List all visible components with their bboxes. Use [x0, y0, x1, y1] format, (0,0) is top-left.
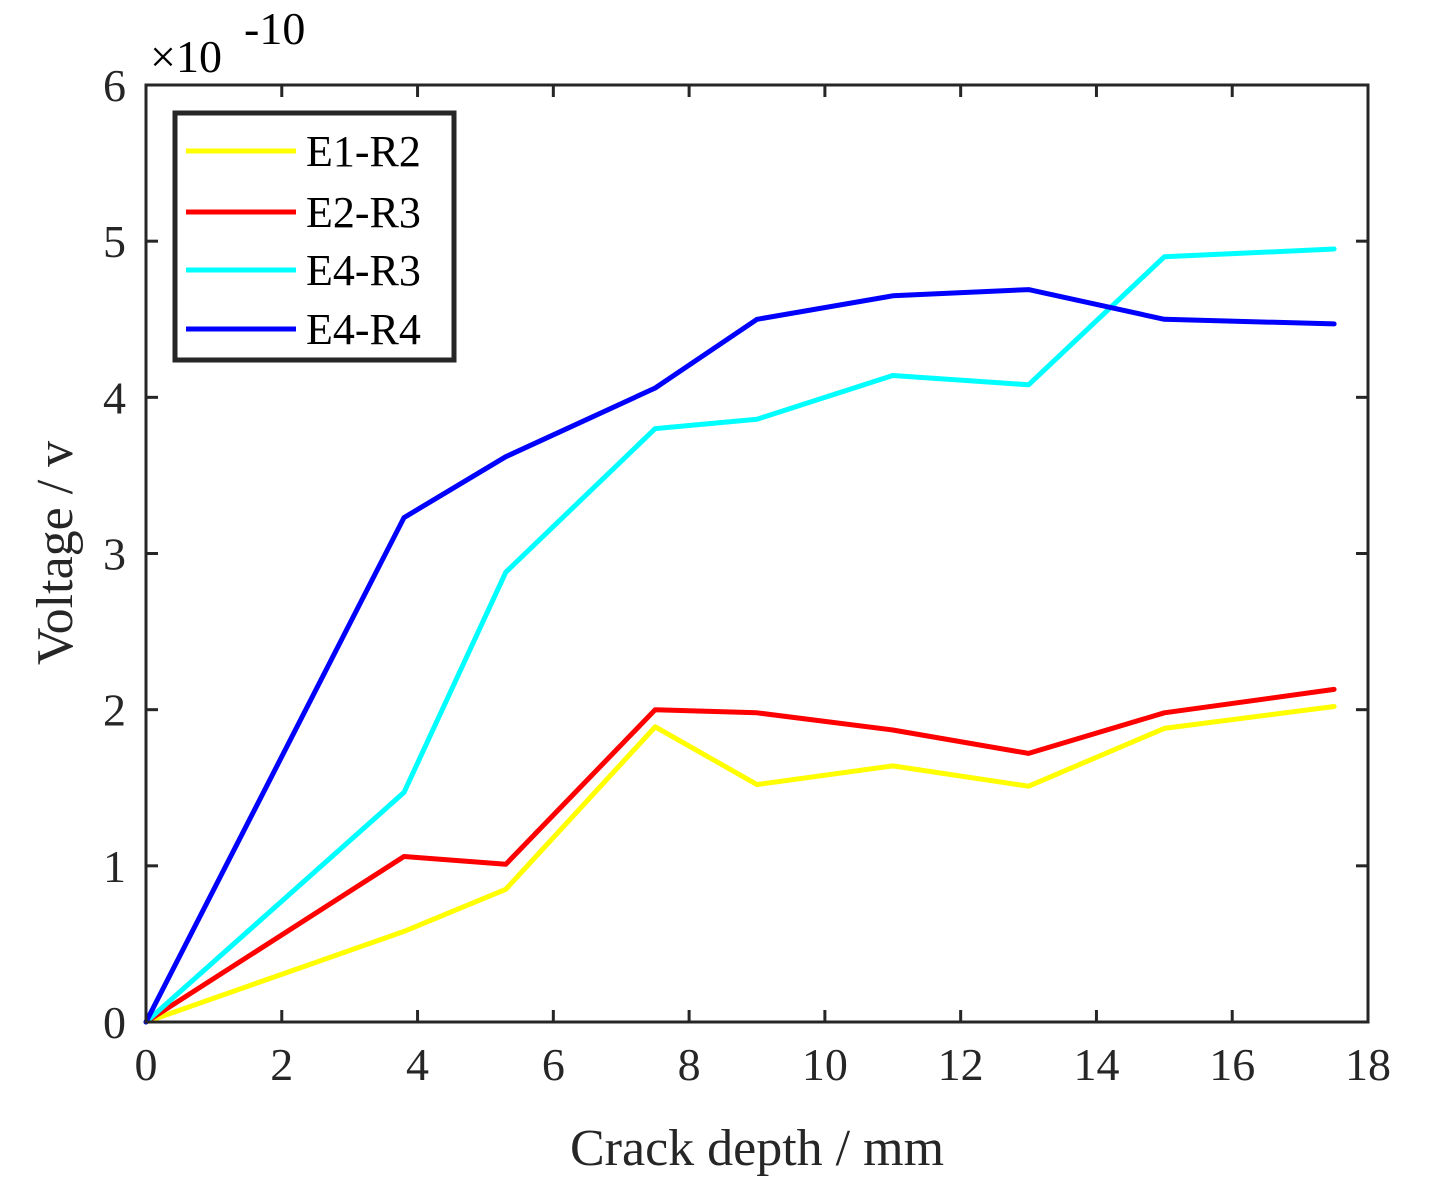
x-tick-label: 18: [1345, 1039, 1391, 1090]
x-tick-label: 16: [1209, 1039, 1255, 1090]
legend: E1-R2 E2-R3 E4-R3 E4-R4: [172, 110, 457, 363]
legend-label: E4-R3: [306, 246, 421, 295]
x-tick-label: 14: [1073, 1039, 1119, 1090]
legend-label: E1-R2: [306, 127, 421, 176]
y-tick-label: 3: [103, 529, 126, 580]
y-tick-label: 1: [103, 841, 126, 892]
legend-entry-e4-r4: E4-R4: [186, 305, 421, 354]
y-tick-label: 6: [103, 60, 126, 111]
series-line-e4-r4: [143, 287, 1337, 1025]
y-axis-label: Voltage / v: [27, 441, 84, 665]
x-tick-label: 0: [135, 1039, 158, 1090]
series-line-e2-r3: [143, 686, 1337, 1025]
y-multiplier-exponent: -10: [244, 3, 305, 54]
y-axis-multiplier: ×10 -10: [150, 3, 305, 82]
x-tick-label: 10: [802, 1039, 848, 1090]
legend-entry-e2-r3: E2-R3: [186, 188, 421, 237]
legend-label: E4-R4: [306, 305, 421, 354]
legend-entry-e1-r2: E1-R2: [186, 127, 421, 176]
ticks-layer: [144, 83, 1370, 1024]
x-tick-label: 8: [678, 1039, 701, 1090]
y-tick-label: 2: [103, 685, 126, 736]
y-tick-label: 0: [103, 997, 126, 1048]
legend-entry-e4-r3: E4-R3: [186, 246, 421, 295]
legend-label: E2-R3: [306, 188, 421, 237]
y-tick-label: 5: [103, 216, 126, 267]
x-tick-label: 12: [938, 1039, 984, 1090]
x-tick-label: 2: [270, 1039, 293, 1090]
series-line-e1-r2: [143, 704, 1337, 1025]
legend-box: [172, 110, 457, 363]
x-tick-label: 4: [406, 1039, 429, 1090]
y-multiplier-base: ×10: [150, 31, 222, 82]
series-line-e4-r3: [143, 246, 1337, 1025]
x-tick-label: 6: [542, 1039, 565, 1090]
axes-box: [144, 83, 1370, 1024]
y-tick-label: 4: [103, 372, 126, 423]
series-layer: [143, 246, 1337, 1025]
x-axis-label: Crack depth / mm: [570, 1120, 944, 1177]
